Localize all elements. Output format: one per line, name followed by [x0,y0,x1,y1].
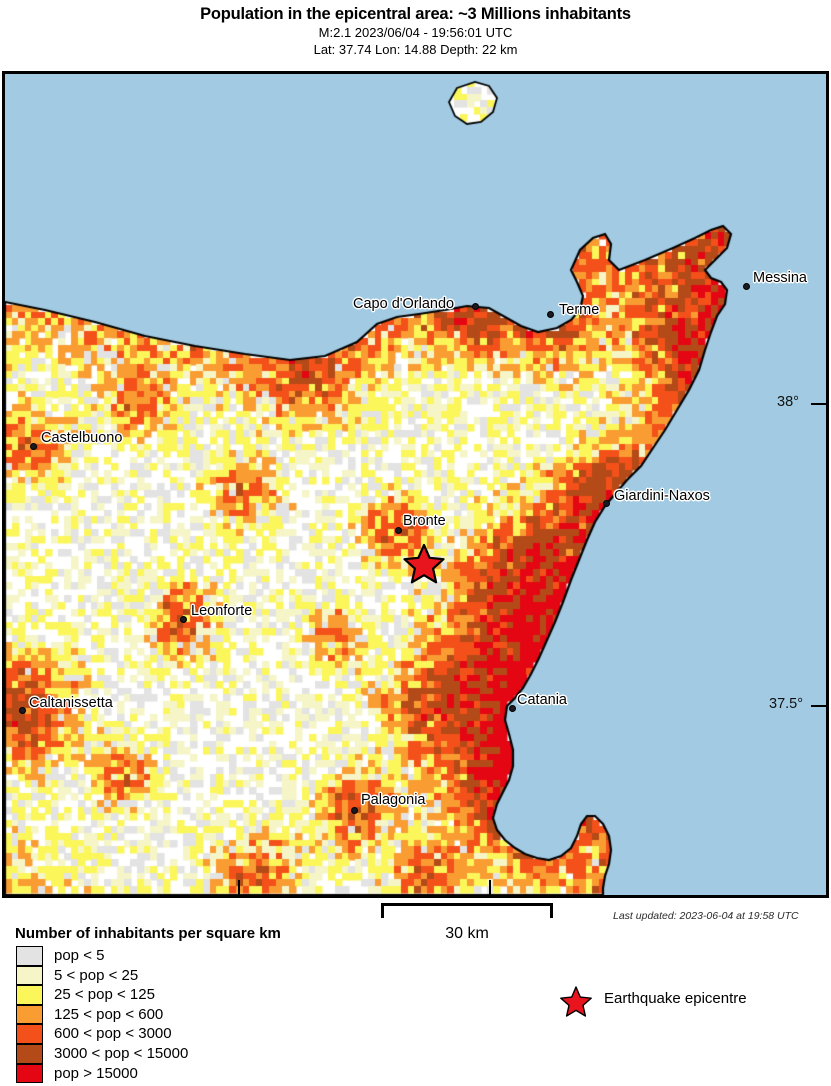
legend-label: 3000 < pop < 15000 [54,1044,189,1062]
population-raster-canvas [5,74,826,895]
scale-bar [381,903,553,919]
scale-bar-line [381,903,553,906]
legend-swatch [16,1004,43,1025]
city-marker-dot [180,616,187,623]
legend-label: 125 < pop < 600 [54,1005,164,1023]
last-updated-text: Last updated: 2023-06-04 at 19:58 UTC [613,910,799,922]
city-marker-dot [743,283,750,290]
scale-bar-right-cap [550,903,553,918]
event-magnitude-time: M:2.1 2023/06/04 - 19:56:01 UTC [318,25,513,40]
city-marker-dot [547,311,554,318]
legend-swatch [16,1043,43,1064]
event-location: Lat: 37.74 Lon: 14.88 Depth: 22 km [313,42,518,57]
legend-label: pop > 15000 [54,1064,138,1082]
city-marker-dot [19,707,26,714]
header: Population in the epicentral area: ~3 Mi… [0,0,831,70]
graticule-tick [811,403,826,405]
legend-label: 600 < pop < 3000 [54,1025,172,1043]
scale-bar-left-cap [381,903,384,918]
legend-label: 25 < pop < 125 [54,986,155,1004]
graticule-tick [238,880,240,895]
city-marker-dot [509,705,516,712]
page-title: Population in the epicentral area: ~3 Mi… [200,5,631,23]
graticule-tick [811,705,826,707]
legend-label: pop < 5 [54,947,105,964]
city-marker-dot [395,527,402,534]
legend-swatch [16,1024,43,1044]
scale-bar-label: 30 km [445,925,489,942]
population-map[interactable]: Capo d'Orlando Terme Messina Castelbuono Gia… [2,71,829,898]
legend-label: 5 < pop < 25 [54,966,139,984]
city-marker-dot [603,500,610,507]
city-marker-dot [30,443,37,450]
graticule-label: 37.5° [769,696,804,712]
graticule-tick [489,880,491,895]
earthquake-epicentre-star-icon[interactable] [403,542,445,584]
legend-swatch [16,965,43,986]
city-marker-dot [472,303,479,310]
legend-epicentre-label: Earthquake epicentre [604,990,747,1007]
legend-swatch [16,985,43,1005]
legend-epicentre-star-icon [560,985,592,1017]
legend-title: Number of inhabitants per square km [15,925,281,942]
graticule-label: 38° [777,394,799,410]
legend-swatch [16,1063,43,1084]
legend-epicentre-entry: Earthquake epicentre [560,985,820,1017]
legend-swatch [16,946,43,966]
city-marker-dot [351,807,358,814]
